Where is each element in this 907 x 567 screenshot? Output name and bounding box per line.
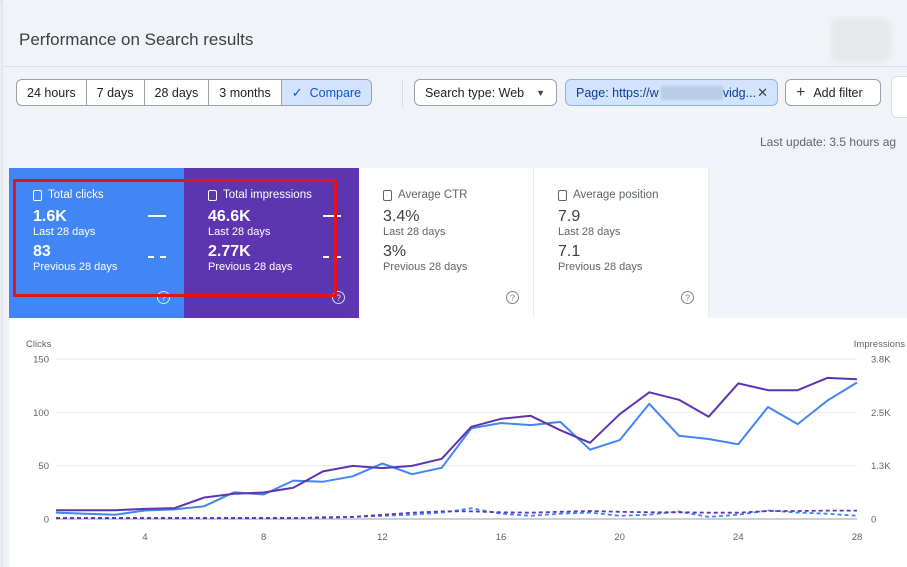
solid-line-legend-icon	[323, 215, 341, 217]
range-28-days-button[interactable]: 28 days	[145, 80, 210, 105]
x-tick-label: 16	[496, 532, 507, 543]
range-7-days-button[interactable]: 7 days	[87, 80, 145, 105]
position-prev-value: 7.1	[558, 243, 581, 260]
clicks-prev-value: 83	[33, 243, 51, 260]
caret-down-icon: ▼	[536, 87, 546, 98]
highlight-annotation-box	[13, 179, 337, 297]
x-tick-label: 24	[733, 532, 744, 543]
impressions-solid-series-line[interactable]	[56, 376, 858, 512]
y-tick-right-label: 1.3K	[871, 461, 891, 472]
total-clicks-card[interactable]: Total clicks 1.6K Last 28 days 83 Previo…	[9, 168, 184, 318]
range-3-months-button[interactable]: 3 months	[209, 80, 282, 105]
checkbox-icon[interactable]	[558, 189, 567, 201]
help-icon[interactable]: ?	[157, 291, 170, 304]
x-tick-label: 8	[261, 532, 266, 543]
impressions-value: 46.6K	[208, 208, 251, 225]
impressions-prev-period: Previous 28 days	[208, 261, 293, 273]
search-type-dropdown[interactable]: Search type: Web ▼	[414, 79, 557, 106]
position-prev-period: Previous 28 days	[558, 261, 643, 273]
y-tick-right-label: 0	[871, 515, 876, 526]
page-title: Performance on Search results	[19, 30, 254, 49]
total-impressions-card[interactable]: Total impressions 46.6K Last 28 days 2.7…	[184, 168, 359, 318]
checkbox-icon[interactable]	[33, 189, 42, 201]
x-tick-label: 4	[142, 532, 147, 543]
clicks-value: 1.6K	[33, 208, 67, 225]
ctr-label: Average CTR	[398, 189, 468, 201]
last-update-text: Last update: 3.5 hours ag	[760, 135, 897, 149]
y-tick-left-label: 50	[38, 461, 49, 472]
checkbox-icon[interactable]	[208, 189, 217, 201]
ctr-value: 3.4%	[383, 208, 420, 225]
plus-icon: +	[796, 83, 806, 101]
range-24-hours-button[interactable]: 24 hours	[17, 80, 87, 105]
x-tick-label: 20	[614, 532, 625, 543]
page-filter-chip[interactable]: Page: https://w vidg... ✕	[565, 79, 778, 106]
y-tick-right-label: 3.8K	[871, 355, 891, 366]
dashed-line-legend-icon	[323, 256, 341, 258]
clicks-solid-series-line[interactable]	[55, 381, 858, 516]
y-tick-left-label: 150	[33, 355, 49, 366]
add-filter-label: Add filter	[813, 85, 863, 100]
close-icon[interactable]: ✕	[757, 84, 768, 100]
add-filter-button[interactable]: + Add filter	[785, 79, 881, 106]
metric-cards: Total clicks 1.6K Last 28 days 83 Previo…	[9, 168, 709, 318]
header-divider	[3, 66, 907, 67]
check-icon: ✓	[291, 84, 303, 100]
checkbox-icon[interactable]	[383, 189, 392, 201]
redacted-url-segment	[660, 85, 723, 100]
toolbar-divider	[402, 79, 403, 107]
compare-label: Compare	[309, 85, 362, 100]
impressions-prev-value: 2.77K	[208, 243, 251, 260]
solid-line-legend-icon	[148, 215, 166, 217]
average-position-card[interactable]: Average position 7.9 Last 28 days 7.1 Pr…	[534, 168, 709, 318]
impressions-dashed-series-line[interactable]	[56, 509, 857, 520]
performance-chart-svg: 0 0 50 1.3K 100 2.5K 150 3.8K 4 8 12 16 20 24 28 Click…	[26, 339, 905, 543]
x-tick-label: 28	[852, 532, 863, 543]
y-tick-left-label: 0	[44, 515, 49, 526]
position-value: 7.9	[558, 208, 581, 225]
redacted-avatar	[831, 18, 891, 62]
help-icon[interactable]: ?	[681, 291, 694, 304]
y-tick-right-label: 2.5K	[871, 408, 891, 419]
help-icon[interactable]: ?	[332, 291, 345, 304]
ctr-prev-period: Previous 28 days	[383, 261, 468, 273]
position-period: Last 28 days	[558, 226, 621, 238]
ctr-prev-value: 3%	[383, 243, 407, 260]
page-filter-suffix: vidg...	[722, 85, 757, 100]
impressions-period: Last 28 days	[208, 226, 271, 238]
help-icon[interactable]: ?	[506, 291, 519, 304]
ctr-period: Last 28 days	[383, 226, 446, 238]
x-tick-label: 12	[377, 532, 388, 543]
clicks-label: Total clicks	[48, 189, 104, 201]
impressions-label: Total impressions	[223, 189, 312, 201]
search-type-label: Search type: Web	[425, 85, 525, 100]
clicks-prev-period: Previous 28 days	[33, 261, 118, 273]
date-range-selector: 24 hours 7 days 28 days 3 months ✓ Compa…	[16, 79, 373, 106]
y-axis-left-label: Clicks	[26, 339, 52, 350]
y-tick-left-label: 100	[33, 408, 49, 419]
performance-chart: 0 0 50 1.3K 100 2.5K 150 3.8K 4 8 12 16 20 24 28 Click…	[9, 318, 907, 567]
clicks-period: Last 28 days	[33, 226, 96, 238]
overflow-button[interactable]	[891, 76, 907, 118]
position-label: Average position	[573, 189, 659, 201]
y-axis-right-label: Impressions	[854, 339, 905, 350]
compare-button[interactable]: ✓ Compare	[281, 80, 372, 105]
dashed-line-legend-icon	[148, 256, 166, 258]
page-filter-prefix: Page: https://w	[576, 85, 659, 100]
average-ctr-card[interactable]: Average CTR 3.4% Last 28 days 3% Previou…	[359, 168, 534, 318]
